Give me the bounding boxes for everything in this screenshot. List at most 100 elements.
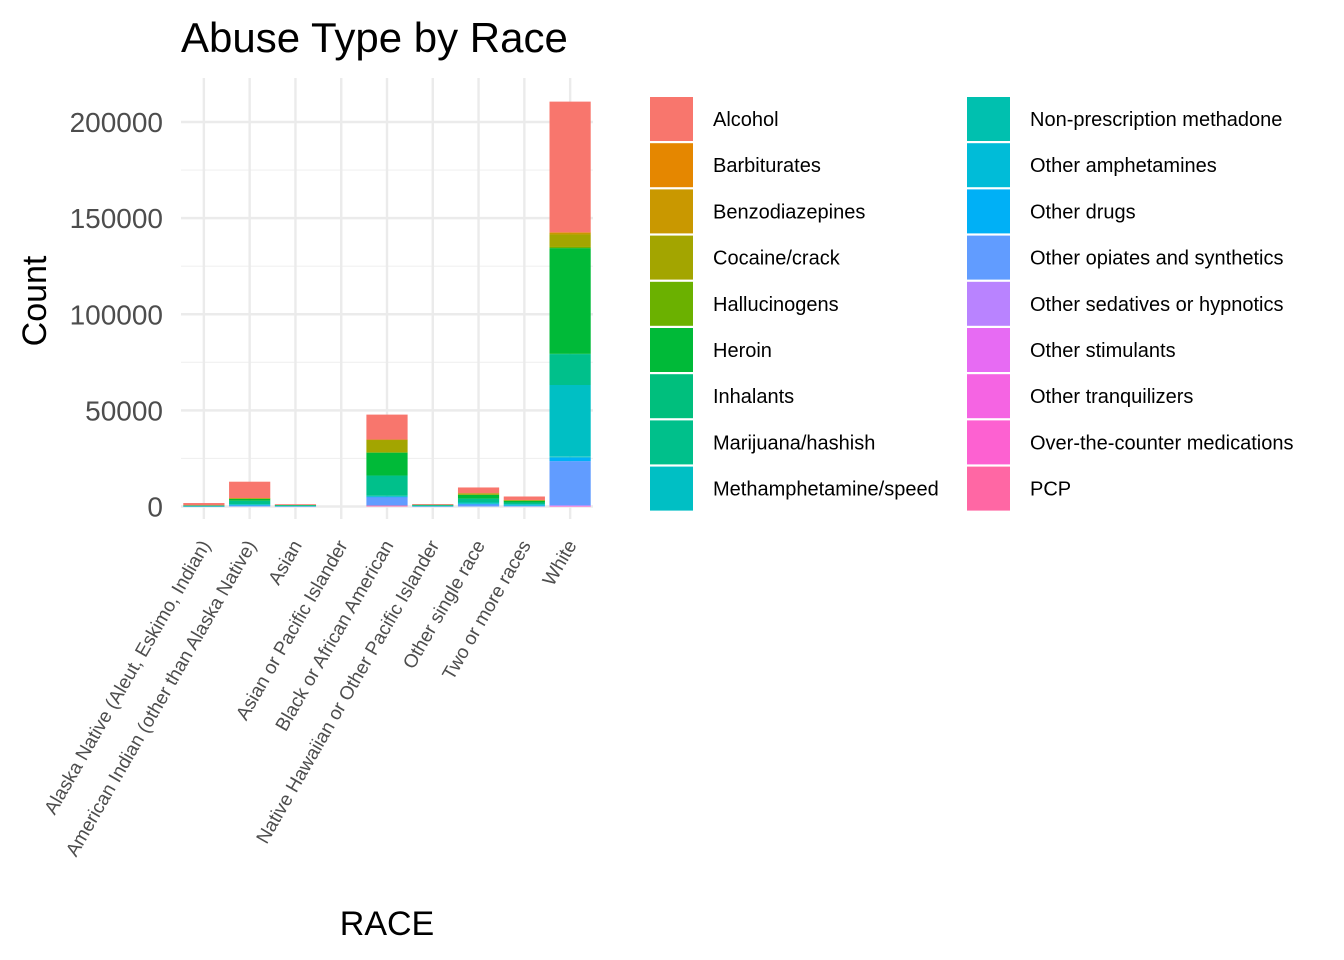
- bar-segment: [229, 481, 271, 499]
- legend-item: Methamphetamine/speed: [650, 466, 939, 511]
- legend-item: Non-prescription methadone: [967, 97, 1282, 141]
- legend-item: Other opiates and synthetics: [967, 235, 1283, 280]
- x-tick-label: Other single race: [399, 537, 490, 673]
- bar-segment: [457, 504, 500, 507]
- bar-segment: [503, 502, 545, 505]
- bar-segment: [366, 475, 408, 496]
- legend-label: Alcohol: [713, 109, 779, 131]
- bar-segment: [549, 101, 591, 233]
- legend-key: [967, 328, 1010, 372]
- legend-key: [650, 466, 693, 511]
- bar-segment: [412, 504, 454, 506]
- bar-segment: [503, 500, 545, 503]
- bar-segment: [229, 505, 271, 507]
- bar-segment: [412, 504, 454, 506]
- y-tick-label: 50000: [85, 395, 163, 426]
- bar-segment: [412, 505, 454, 507]
- y-tick-label: 100000: [70, 299, 163, 330]
- bar-segment: [549, 234, 591, 247]
- legend-label: Non-prescription methadone: [1030, 109, 1282, 131]
- chart-title: Abuse Type by Race: [181, 14, 568, 61]
- legend-key: [967, 235, 1010, 280]
- y-tick-label: 0: [147, 492, 163, 523]
- bar-segment: [274, 505, 317, 507]
- bar-segment: [457, 498, 500, 503]
- bar-segment: [549, 384, 591, 457]
- bar-segment: [503, 505, 545, 507]
- legend-label: Other stimulants: [1030, 340, 1176, 362]
- legend-label: Benzodiazepines: [713, 201, 865, 223]
- legend-key: [650, 281, 693, 326]
- bar-segment: [457, 494, 500, 499]
- legend-label: Over-the-counter medications: [1030, 432, 1293, 454]
- x-axis-ticks: Alaska Native (Aleut, Eskimo, Indian)Ame…: [41, 536, 582, 860]
- legend-label: Other amphetamines: [1030, 155, 1217, 177]
- legend-item: Inhalants: [650, 374, 794, 419]
- bar-segment: [366, 452, 408, 476]
- bar-segment: [549, 246, 591, 249]
- y-axis-title: Count: [16, 255, 54, 346]
- legend-key: [967, 281, 1010, 326]
- legend-key: [967, 466, 1010, 511]
- legend: Alcohol Barbiturates Benzodiazepines Cocain…: [650, 97, 1293, 511]
- legend-key: [650, 143, 693, 188]
- bar-segment: [366, 452, 408, 453]
- legend-key: [650, 328, 693, 372]
- legend-item: Barbiturates: [650, 143, 821, 188]
- bar-segment: [229, 498, 271, 499]
- legend-key: [650, 420, 693, 465]
- legend-item: Cocaine/crack: [650, 235, 841, 280]
- legend-item: Benzodiazepines: [650, 189, 865, 234]
- x-tick-label: Asian: [265, 537, 307, 589]
- bar-segment: [366, 505, 408, 507]
- bar-segment: [457, 493, 500, 495]
- bar-segment: [412, 504, 454, 505]
- bar-segment: [229, 504, 271, 506]
- legend-label: Heroin: [713, 340, 772, 362]
- bar-segment: [549, 505, 591, 506]
- y-tick-label: 200000: [70, 107, 163, 138]
- legend-label: Hallucinogens: [713, 294, 839, 316]
- bar-segment: [457, 502, 500, 504]
- legend-item: Other stimulants: [967, 328, 1176, 372]
- bar-segment: [503, 499, 545, 501]
- bar-segment: [183, 505, 225, 507]
- legend-key: [650, 374, 693, 419]
- legend-item: Hallucinogens: [650, 281, 839, 326]
- bar-segment: [503, 505, 545, 506]
- bar-segment: [366, 496, 408, 498]
- bar-segment: [229, 500, 271, 505]
- x-tick-label: White: [539, 537, 581, 590]
- x-tick-label: American Indian (other than Alaska Nativ…: [62, 537, 261, 860]
- bar-segment: [549, 456, 591, 457]
- legend-item: Marijuana/hashish: [650, 420, 875, 465]
- bar-segment: [366, 495, 408, 497]
- legend-label: Barbiturates: [713, 155, 821, 177]
- bar-segment: [274, 504, 317, 506]
- legend-item: Over-the-counter medications: [967, 420, 1293, 465]
- bar-segment: [549, 457, 591, 462]
- legend-label: Other drugs: [1030, 201, 1136, 223]
- legend-item: Heroin: [650, 328, 772, 372]
- legend-key: [967, 374, 1010, 419]
- legend-label: Other opiates and synthetics: [1030, 248, 1283, 270]
- bar-segment: [366, 496, 408, 506]
- y-tick-label: 150000: [70, 203, 163, 234]
- bars: [183, 101, 591, 507]
- bar-segment: [503, 504, 545, 506]
- legend-label: Cocaine/crack: [713, 248, 841, 270]
- legend-item: Alcohol: [650, 97, 779, 141]
- bar-segment: [549, 232, 591, 235]
- bar-segment: [366, 439, 408, 453]
- legend-label: Marijuana/hashish: [713, 432, 875, 454]
- legend-label: Other tranquilizers: [1030, 386, 1193, 408]
- bar-segment: [183, 503, 225, 506]
- bar-segment: [366, 439, 408, 441]
- x-axis-title: RACE: [340, 905, 434, 943]
- legend-key: [967, 189, 1010, 234]
- bar-segment: [549, 353, 591, 355]
- bar-segment: [274, 504, 317, 505]
- legend-key: [967, 97, 1010, 141]
- legend-item: Other drugs: [967, 189, 1136, 234]
- legend-key: [650, 235, 693, 280]
